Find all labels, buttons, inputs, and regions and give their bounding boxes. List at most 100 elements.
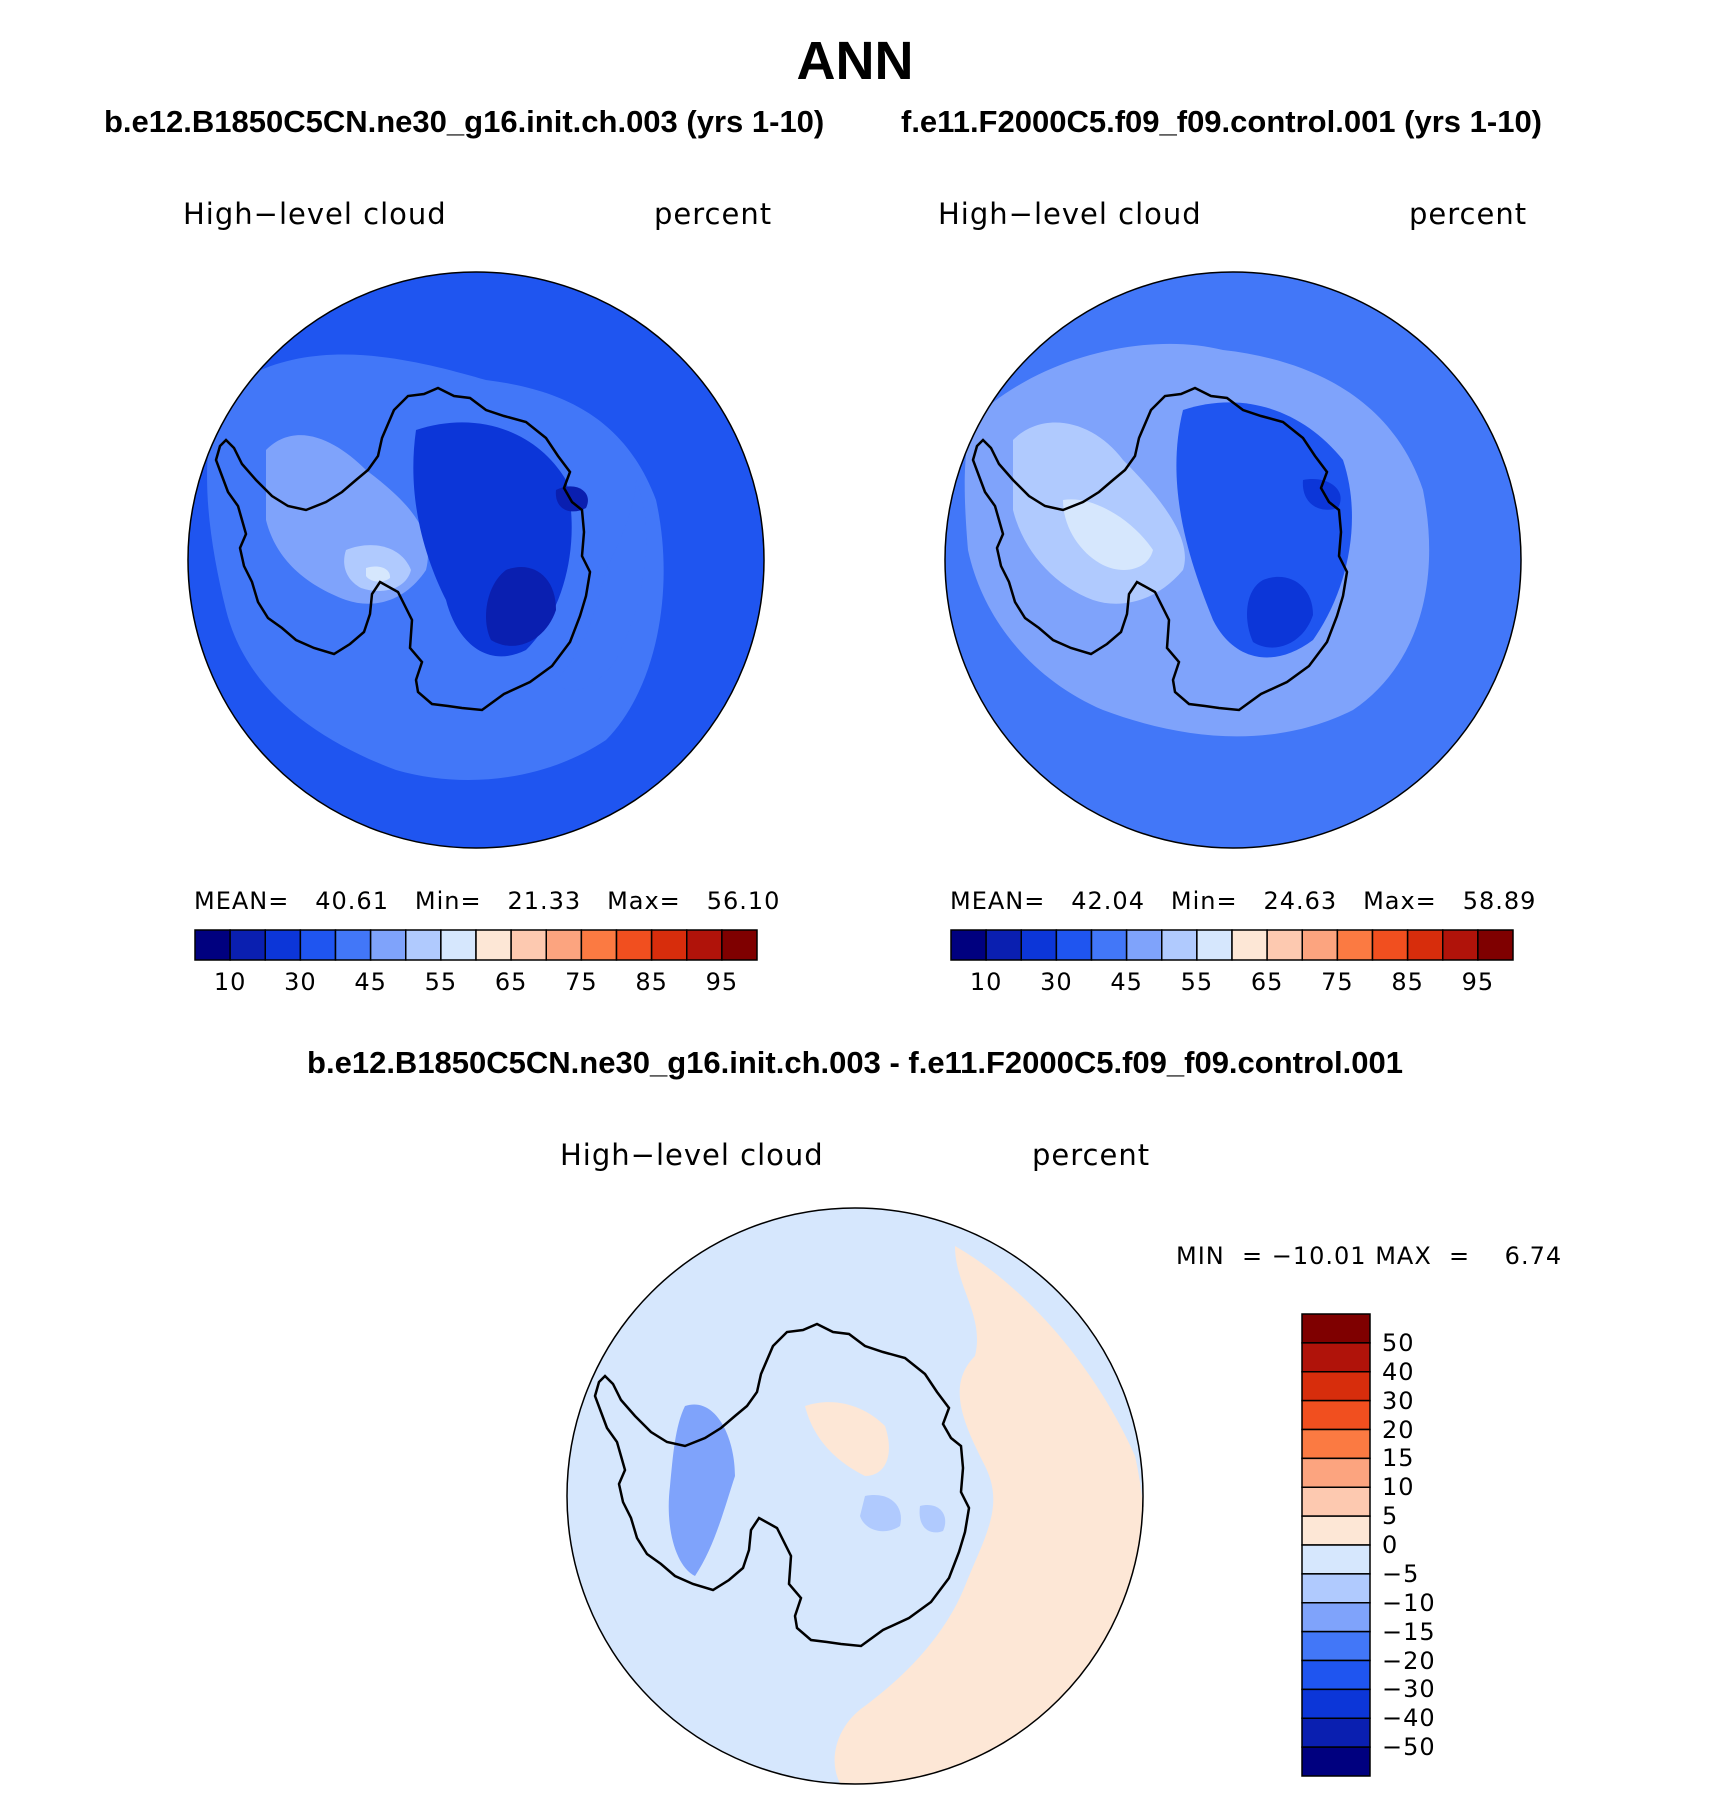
panel2-colorbar-tick-label: 55 [1180,968,1214,996]
difference-colorbar-box-4 [1301,1428,1371,1460]
panel1-max-label: Max= [607,887,681,915]
difference-field-0-5 [834,1246,1143,1784]
panel1-colorbar-tick-label: 85 [635,968,668,996]
panel1-colorbar-box-10 [545,929,583,961]
difference-colorbar-box-2 [1301,1371,1371,1402]
panel2-colorbar-labels: 10 30 45 55 65 75 85 95 [951,968,1513,998]
difference-colorbar-tick-label: 5 [1382,1502,1399,1531]
panel1-field-level-85 [366,566,391,582]
difference-max-label: MAX = [1375,1242,1471,1270]
difference-field-minus5b [919,1505,946,1533]
panel1-colorbar-box-3 [299,929,337,961]
difference-colorbar-box-15 [1301,1746,1371,1777]
panel1-field-level-25b [555,486,588,512]
panel1-colorbar-box-7 [440,929,477,961]
panel1-mean-label: MEAN= [194,887,290,915]
difference-colorbar [1301,1313,1371,1777]
panel2-mean-label: MEAN= [950,887,1046,915]
panel2-stats: MEAN= 42.04 Min= 24.63 Max= 58.89 [950,887,1536,915]
panel1-min-value: 21.33 [507,887,582,915]
panel2-colorbar-box-1 [985,929,1022,961]
panel1-colorbar-box-9 [510,929,547,961]
difference-colorbar-box-8 [1301,1544,1371,1575]
difference-stats: MIN = −10.01 MAX = 6.74 [1176,1242,1562,1270]
difference-units-label: percent [1032,1138,1151,1172]
difference-colorbar-tick-label: 15 [1382,1444,1415,1473]
panel1-colorbar-labels: 10 30 45 55 65 75 85 95 [195,968,757,998]
difference-colorbar-tick-label: 20 [1382,1415,1415,1444]
difference-colorbar-tick-label: 50 [1382,1328,1415,1357]
panel2-colorbar-box-0 [950,929,987,961]
difference-min-value: −10.01 [1271,1242,1367,1270]
panel2-colorbar-box-7 [1196,929,1233,961]
panel1-case-title: b.e12.B1850C5CN.ne30_g16.init.ch.003 (yr… [104,104,825,139]
panel2-colorbar-box-11 [1336,929,1374,961]
panel1-colorbar-box-1 [229,929,266,961]
difference-colorbar-labels: 50 40 30 20 15 10 5 0 −5 −10 −15 −20 −30 −40 −50 [1382,1314,1462,1776]
panel1-colorbar-box-14 [686,929,723,961]
panel1-colorbar-tick-label: 75 [565,968,598,996]
panel1-colorbar-box-5 [369,929,407,961]
difference-variable-label: High−level cloud [560,1138,824,1172]
panel1-colorbar-box-15 [721,929,758,961]
difference-colorbar-box-14 [1301,1717,1371,1748]
difference-colorbar-box-9 [1301,1573,1371,1604]
difference-colorbar-tick-label: −10 [1382,1588,1436,1617]
panel2-colorbar-box-10 [1301,929,1339,961]
difference-field-0-5b [805,1402,889,1476]
difference-colorbar-tick-label: −50 [1382,1733,1436,1762]
panel1-colorbar-box-11 [580,929,618,961]
difference-colorbar-box-0 [1301,1313,1371,1344]
panel2-field-level-35 [1247,576,1313,648]
panel2-min-label: Min= [1170,887,1238,915]
panel2-units-label: percent [1409,197,1528,231]
panel1-colorbar [194,929,758,961]
difference-colorbar-tick-label: −15 [1382,1617,1436,1646]
panel2-colorbar-box-8 [1231,929,1268,961]
panel2-colorbar-box-13 [1406,929,1444,961]
panel1-colorbar-tick-label: 45 [354,968,387,996]
difference-title: b.e12.B1850C5CN.ne30_g16.init.ch.003 - f… [307,1045,1403,1080]
panel2-min-value: 24.63 [1263,887,1338,915]
panel2-colorbar [950,929,1514,961]
panel1-variable-label: High−level cloud [183,197,447,231]
difference-min-label: MIN = [1176,1242,1264,1270]
panel2-colorbar-tick-label: 45 [1110,968,1143,996]
panel1-max-value: 56.10 [706,887,781,915]
panel1-polar-map [187,271,765,849]
panel2-colorbar-box-6 [1161,929,1198,961]
panel1-colorbar-tick-label: 55 [424,968,458,996]
panel1-colorbar-box-12 [615,929,653,961]
difference-colorbar-tick-label: 10 [1382,1473,1415,1502]
panel1-colorbar-tick-label: 30 [284,968,317,996]
difference-field-minus10 [668,1404,735,1576]
difference-colorbar-box-11 [1301,1630,1371,1662]
panel2-polar-map [944,271,1522,849]
difference-colorbar-box-3 [1301,1399,1371,1431]
difference-colorbar-box-10 [1301,1602,1371,1633]
panel2-colorbar-box-12 [1371,929,1409,961]
difference-colorbar-tick-label: 30 [1382,1386,1415,1415]
panel2-colorbar-box-9 [1266,929,1303,961]
difference-colorbar-tick-label: 0 [1382,1531,1399,1559]
panel2-field-level-45 [1176,402,1352,658]
difference-colorbar-tick-label: 40 [1382,1357,1415,1386]
difference-colorbar-box-12 [1301,1659,1371,1691]
difference-colorbar-tick-label: −30 [1382,1675,1436,1704]
panel2-colorbar-box-5 [1125,929,1163,961]
panel1-stats: MEAN= 40.61 Min= 21.33 Max= 56.10 [194,887,780,915]
panel2-field-level-85 [1063,499,1153,570]
panel1-colorbar-box-4 [334,929,372,961]
difference-polar-map [566,1207,1144,1785]
panel1-colorbar-box-8 [475,929,512,961]
difference-colorbar-tick-label: −40 [1382,1704,1436,1733]
panel2-colorbar-tick-label: 30 [1040,968,1073,996]
panel1-colorbar-tick-label: 10 [213,968,247,996]
panel2-colorbar-box-4 [1090,929,1128,961]
panel2-colorbar-tick-label: 95 [1461,968,1495,996]
panel1-field-edge [556,480,647,691]
panel1-map-border [187,271,765,849]
figure-title: ANN [796,31,914,91]
panel2-max-label: Max= [1363,887,1437,915]
difference-colorbar-box-7 [1301,1515,1371,1546]
